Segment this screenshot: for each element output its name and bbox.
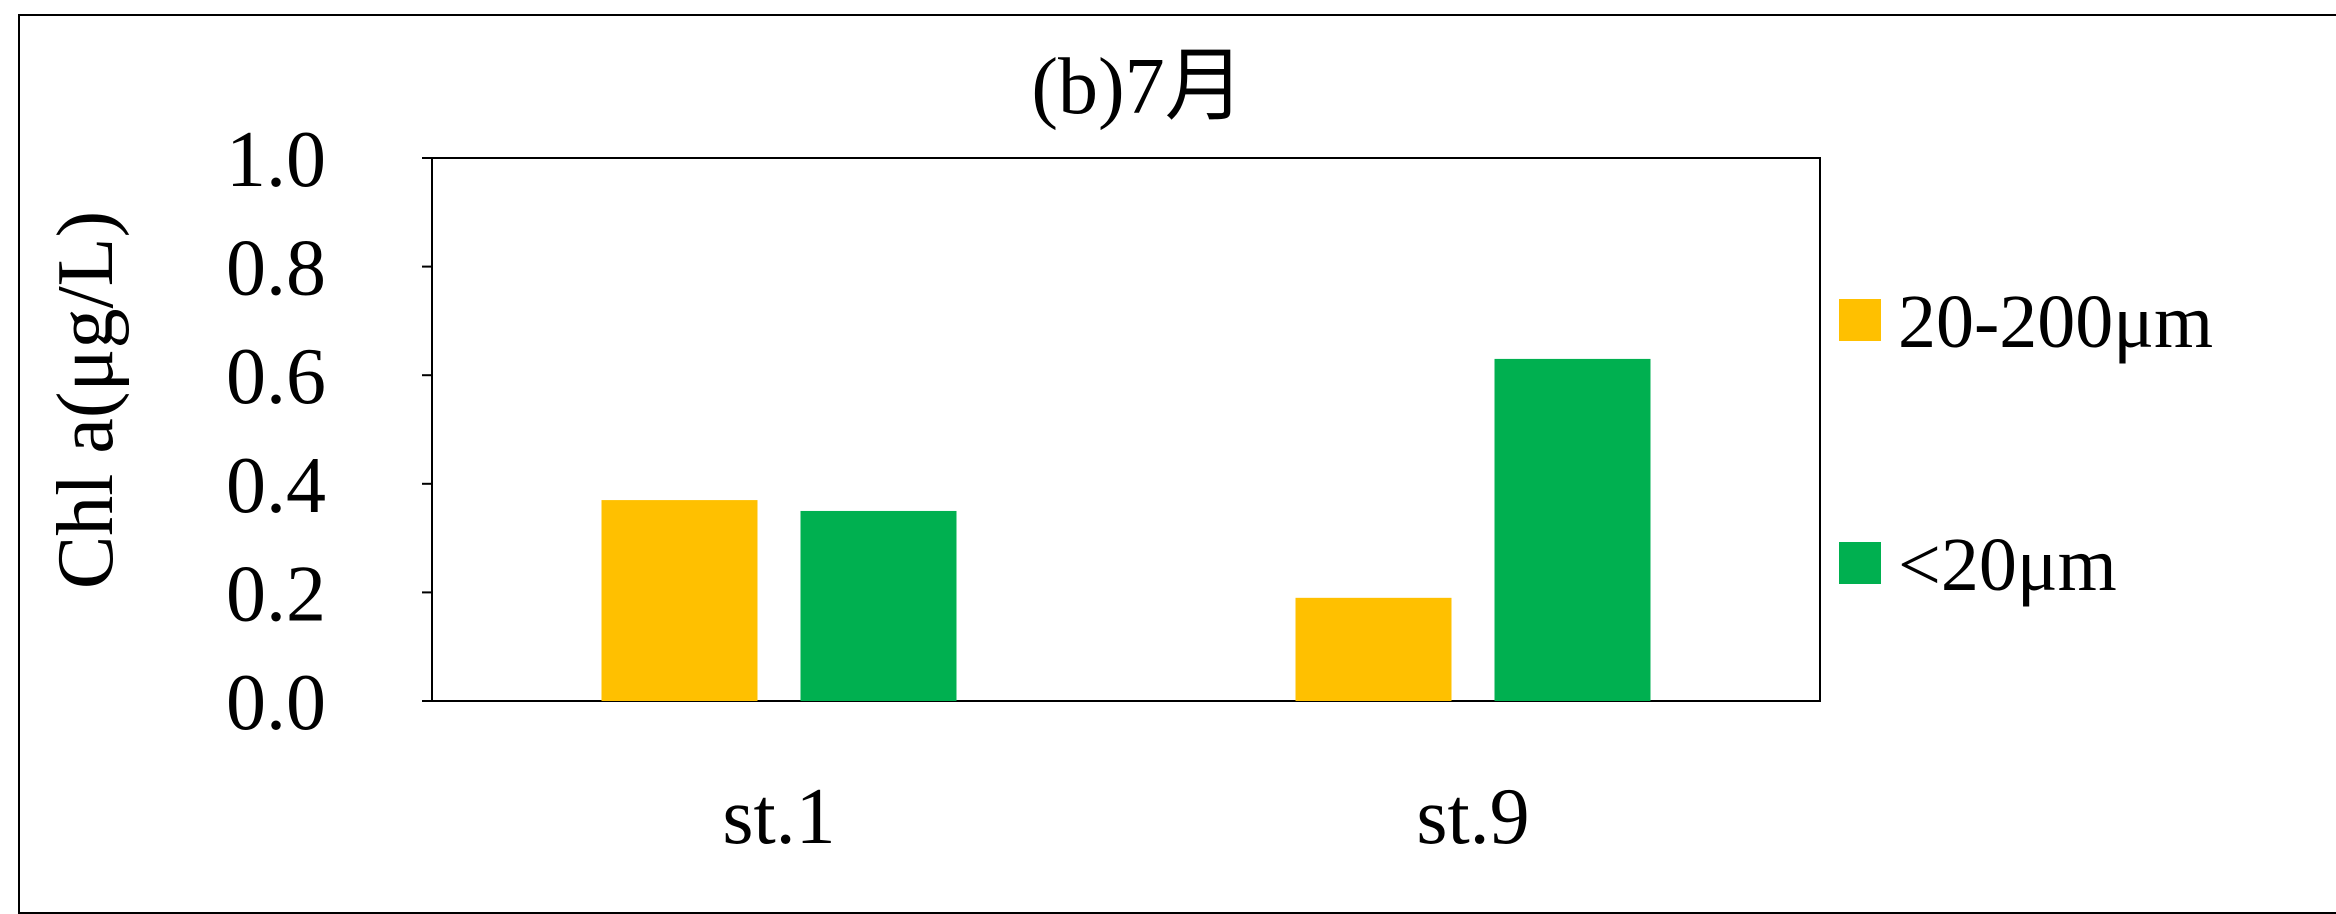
y-axis-ticks: 0.0 0.2 0.4 0.6 0.8 1.0 <box>226 116 432 747</box>
y-tick-label-2: 0.4 <box>226 442 326 530</box>
y-tick-label-3: 0.6 <box>226 333 326 421</box>
y-tick-label-4: 0.8 <box>226 225 326 313</box>
bar-series-0-category-1 <box>1295 597 1452 701</box>
legend-swatch-0 <box>1839 299 1881 341</box>
x-tick-label-0: st.1 <box>722 773 835 861</box>
bars <box>601 358 1651 701</box>
x-axis-labels: st.1 st.9 <box>722 773 1529 861</box>
y-axis-label: Chl a(μg/L) <box>42 211 130 589</box>
chart-frame <box>18 14 2336 914</box>
plot-area <box>431 157 1821 702</box>
bar-series-0-category-0 <box>601 500 758 701</box>
y-tick-label-1: 0.2 <box>226 550 326 638</box>
legend-label-0: 20-200μm <box>1898 280 2213 364</box>
bar-series-1-category-0 <box>800 510 957 701</box>
x-tick-label-1: st.9 <box>1416 773 1529 861</box>
chart: (b)7月 Chl a(μg/L) 0.0 0.2 0.4 0.6 0.8 1.0 st.… <box>42 43 2213 861</box>
chart-title: (b)7月 <box>1031 43 1244 131</box>
legend: 20-200μm <20μm <box>1839 280 2213 607</box>
y-tick-label-5: 1.0 <box>226 116 326 204</box>
bar-series-1-category-1 <box>1494 358 1651 701</box>
y-tick-label-0: 0.0 <box>226 659 326 747</box>
legend-swatch-1 <box>1839 542 1881 584</box>
legend-label-1: <20μm <box>1898 523 2117 607</box>
